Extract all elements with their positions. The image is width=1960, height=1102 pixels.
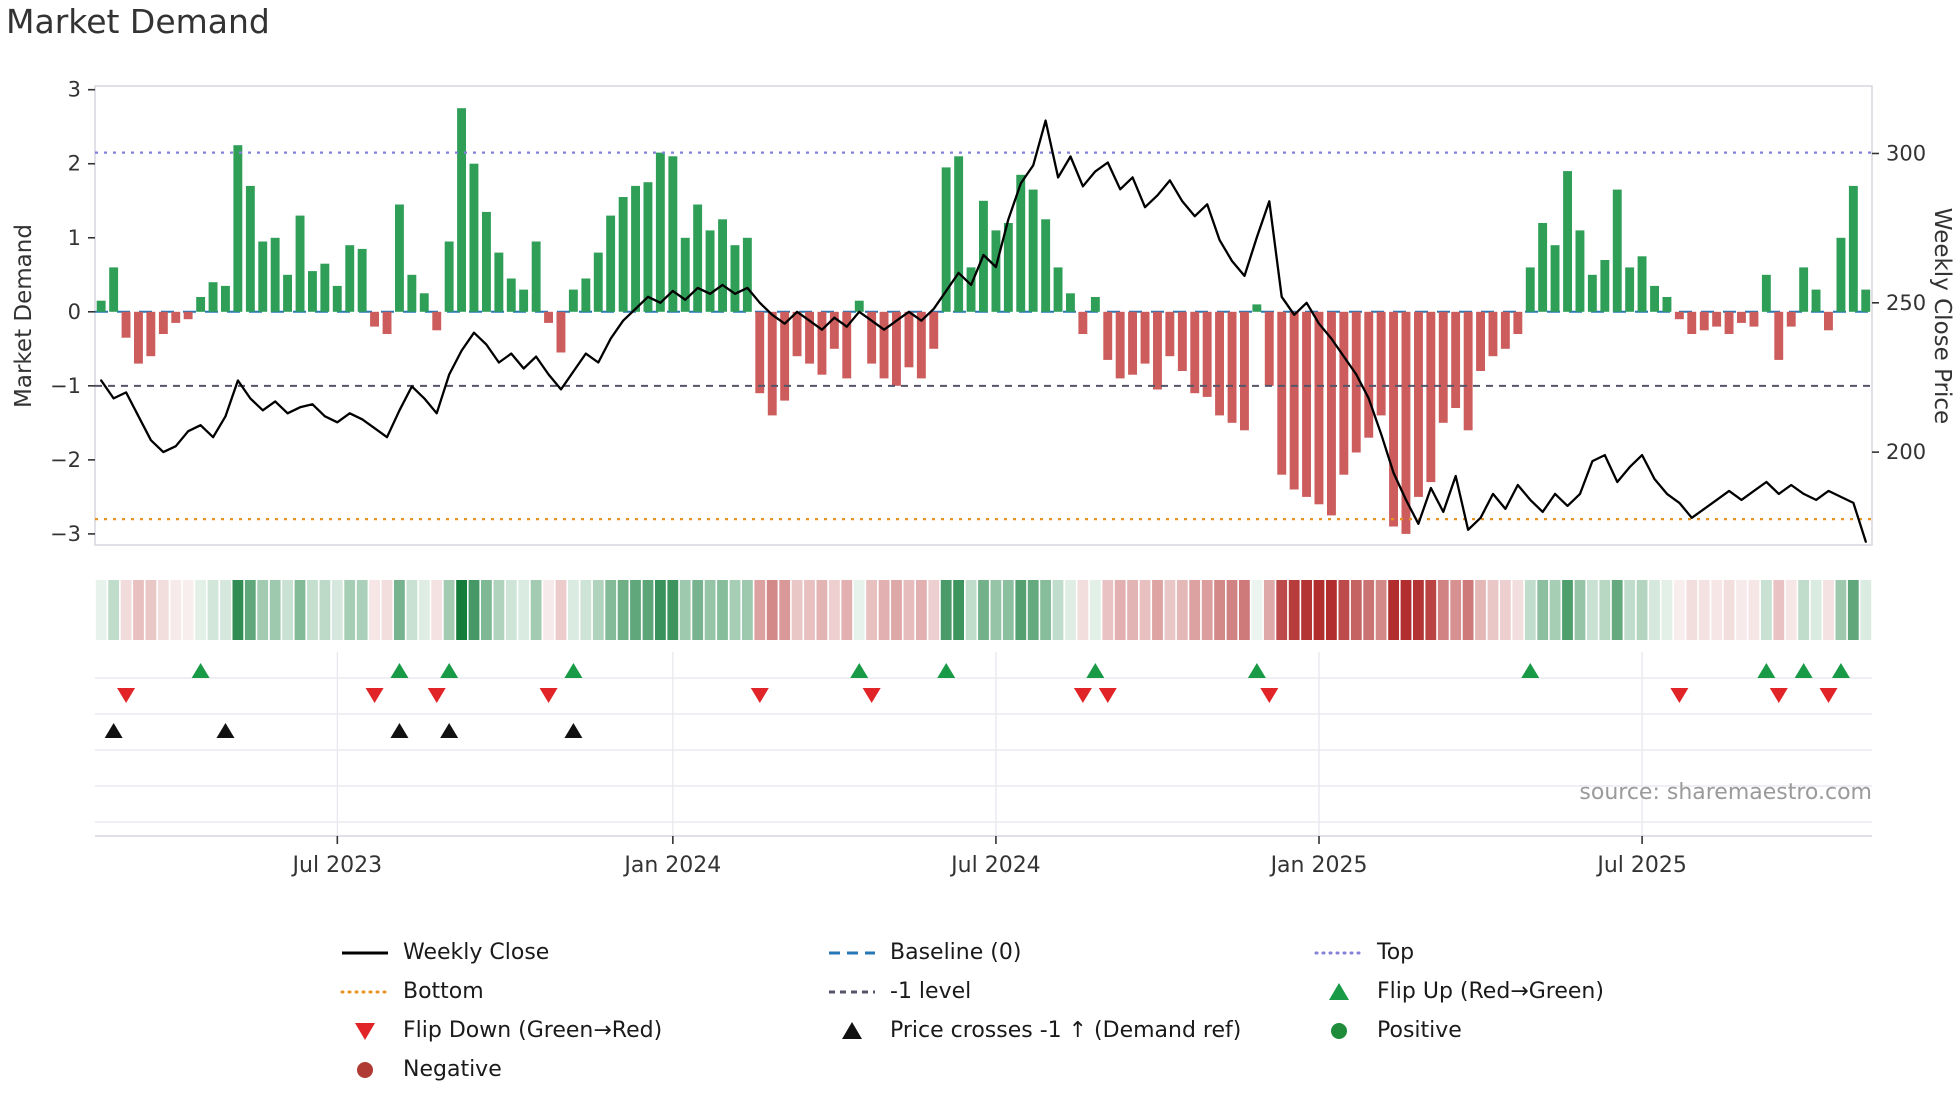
legend-item-price-crosses: Price crosses -1 ↑ (Demand ref) xyxy=(827,1011,1314,1050)
legend-item-bottom: Bottom xyxy=(340,972,827,1011)
svg-text:−1: −1 xyxy=(50,374,81,398)
demand-price-combo-chart: 3 2 1 0 −1 −2 −3 300 250 200 Jul 2023 Jan 2024 Jul 2… xyxy=(50,78,1926,878)
price-cross-triangle-icon xyxy=(842,1021,862,1039)
legend-item-positive: Positive xyxy=(1314,1011,1784,1050)
svg-text:Jan 2025: Jan 2025 xyxy=(1269,853,1368,878)
legend-column-3: Top Flip Up (Red→Green) Positive xyxy=(1314,933,1784,1089)
legend-item-top: Top xyxy=(1314,933,1784,972)
svg-text:Jul 2023: Jul 2023 xyxy=(291,853,383,878)
source-credit: source: sharemaestro.com xyxy=(1579,780,1872,805)
flip-down-triangle-icon xyxy=(355,1022,375,1040)
svg-text:1: 1 xyxy=(68,226,81,250)
svg-text:Jan 2024: Jan 2024 xyxy=(622,853,721,878)
legend-item-flip-up: Flip Up (Red→Green) xyxy=(1314,972,1784,1011)
svg-text:−2: −2 xyxy=(50,448,81,472)
svg-text:2: 2 xyxy=(68,152,81,176)
negative-dot-icon xyxy=(357,1061,373,1078)
legend-item-negative: Negative xyxy=(340,1050,827,1089)
svg-text:0: 0 xyxy=(68,300,81,324)
svg-text:3: 3 xyxy=(68,78,81,102)
flip-up-triangle-icon xyxy=(1329,982,1349,1000)
legend-item-baseline: Baseline (0) xyxy=(827,933,1314,972)
svg-text:Jul 2025: Jul 2025 xyxy=(1595,853,1687,878)
legend-label: Baseline (0) xyxy=(890,940,1022,965)
legend-column-2: Baseline (0) -1 level Price crosses -1 ↑… xyxy=(827,933,1314,1089)
legend-label: Bottom xyxy=(403,979,484,1004)
legend-label: Price crosses -1 ↑ (Demand ref) xyxy=(890,1018,1242,1043)
top-dotted-line-swatch xyxy=(1314,951,1364,954)
legend-label: Top xyxy=(1377,940,1415,965)
bottom-dotted-line-swatch xyxy=(340,990,390,993)
svg-text:−3: −3 xyxy=(50,522,81,546)
svg-text:250: 250 xyxy=(1886,291,1926,315)
svg-text:300: 300 xyxy=(1886,141,1926,165)
legend-column-1: Weekly Close Bottom Flip Down (Green→Red… xyxy=(340,933,827,1089)
legend-item-weekly-close: Weekly Close xyxy=(340,933,827,972)
legend-label: Flip Down (Green→Red) xyxy=(403,1018,663,1043)
legend-item-minus1-level: -1 level xyxy=(827,972,1314,1011)
left-axis-label: Market Demand xyxy=(11,224,37,408)
svg-text:200: 200 xyxy=(1886,440,1926,464)
svg-text:Jul 2024: Jul 2024 xyxy=(949,853,1041,878)
baseline-dashed-line-swatch xyxy=(829,951,875,954)
right-axis-label: Weekly Close Price xyxy=(1929,207,1955,425)
legend-label: Weekly Close xyxy=(403,940,550,965)
page-title: Market Demand xyxy=(6,2,270,41)
legend-label: Flip Up (Red→Green) xyxy=(1377,979,1604,1004)
minus1-dashed-line-swatch xyxy=(829,990,875,993)
positive-dot-icon xyxy=(1331,1022,1347,1039)
legend-item-flip-down: Flip Down (Green→Red) xyxy=(340,1011,827,1050)
legend-label: Positive xyxy=(1377,1018,1462,1043)
legend-label: -1 level xyxy=(890,979,972,1004)
weekly-close-line-swatch xyxy=(342,951,388,954)
legend-label: Negative xyxy=(403,1057,502,1082)
chart-legend: Weekly Close Bottom Flip Down (Green→Red… xyxy=(0,933,1960,1089)
